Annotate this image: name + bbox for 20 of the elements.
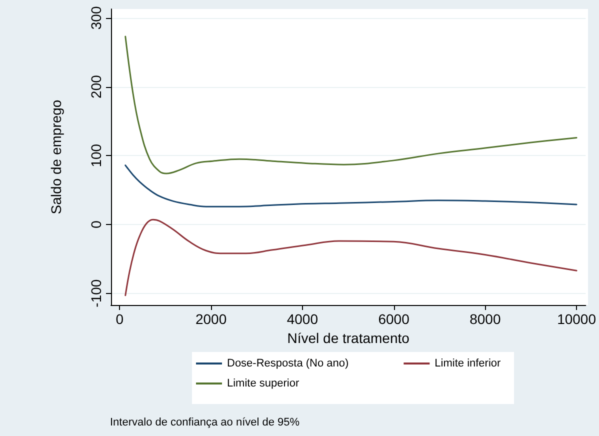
- x-tick-label: 8000: [470, 311, 501, 327]
- y-tick-label: 300: [88, 6, 104, 30]
- legend-label: Limite superior: [227, 378, 300, 390]
- x-tick-label: 2000: [195, 311, 227, 327]
- line-series: [124, 36, 578, 174]
- legend-label: Limite inferior: [434, 358, 502, 370]
- y-tick-label: 100: [88, 144, 104, 168]
- y-tick-label: 0: [88, 220, 104, 228]
- line-series: [124, 218, 578, 296]
- legend-label: Dose-Resposta (No ano): [227, 358, 349, 370]
- line-series: [124, 164, 578, 208]
- x-tick-label: 0: [116, 311, 124, 327]
- y-tick-label: -100: [88, 279, 104, 308]
- x-axis-title: Nível de tratamento: [287, 330, 410, 346]
- x-tick-label: 6000: [378, 311, 410, 327]
- text: Intervalo de confiança ao nível de 95%: [110, 416, 300, 428]
- x-tick-label: 10000: [557, 311, 596, 327]
- y-tick-label: 200: [88, 74, 104, 98]
- y-axis-title: Saldo de emprego: [48, 100, 64, 214]
- x-tick-label: 4000: [286, 311, 318, 327]
